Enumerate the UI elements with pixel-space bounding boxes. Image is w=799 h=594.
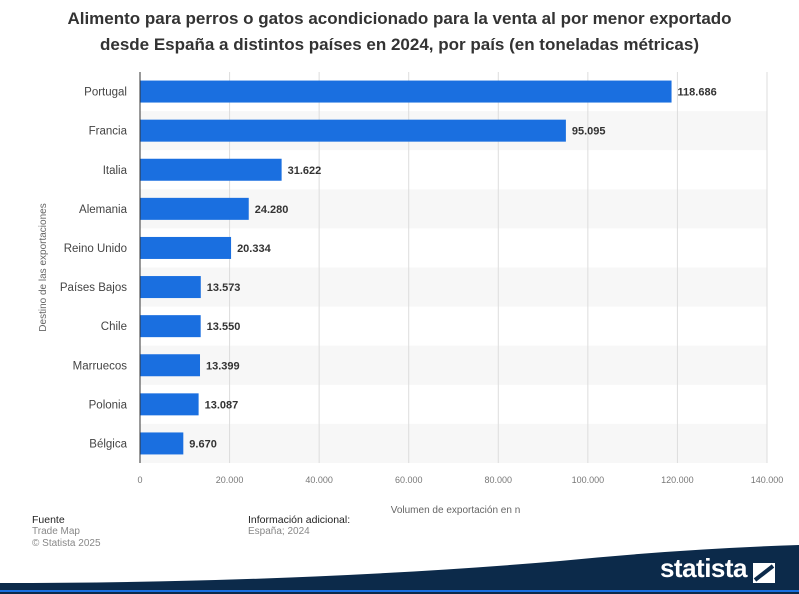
chart-title-line-1: Alimento para perros o gatos acondiciona… (67, 9, 732, 28)
bar (140, 276, 201, 299)
bar-value-label: 13.573 (207, 282, 241, 294)
y-category-label: Reino Unido (64, 243, 127, 255)
statista-logo-text: statista (659, 553, 748, 583)
bar (140, 315, 201, 338)
bar-value-label: 20.334 (237, 243, 272, 255)
info-line-1: España; 2024 (248, 526, 310, 537)
brand-band (0, 545, 799, 594)
bar (140, 432, 184, 455)
y-category-label: Bélgica (89, 438, 127, 450)
bar-value-label: 95.095 (572, 126, 606, 138)
source-line-2: © Statista 2025 (32, 538, 101, 549)
bar-value-label: 13.399 (206, 360, 240, 372)
y-category-label: Portugal (84, 87, 127, 99)
y-category-label: Marruecos (73, 360, 128, 372)
bar-value-label: 9.670 (189, 438, 217, 450)
y-category-label: Italia (103, 165, 128, 177)
y-category-label: Francia (89, 126, 128, 138)
bar-value-label: 31.622 (288, 165, 322, 177)
bar (140, 393, 199, 416)
bar (140, 354, 201, 377)
bar (140, 197, 249, 220)
bar (140, 236, 232, 259)
y-category-label: Polonia (89, 399, 128, 411)
x-tick-label: 20.000 (216, 475, 244, 485)
source-heading: Fuente (32, 514, 65, 526)
chart-title: Alimento para perros o gatos acondiciona… (20, 6, 779, 58)
x-tick-label: 0 (137, 475, 142, 485)
y-category-label: Chile (101, 321, 127, 333)
x-tick-label: 120.000 (661, 475, 694, 485)
statista-logo: statista (660, 553, 775, 584)
info-heading: Información adicional: (248, 514, 351, 526)
y-axis-label: Destino de las exportaciones (38, 203, 49, 331)
source-line-1: Trade Map (32, 526, 80, 537)
bar-value-label: 13.550 (207, 321, 241, 333)
info-block: Información adicional: España; 2024 (248, 514, 350, 538)
bar-chart: 118.686 Portugal 95.095 Francia 31.622 Italia… (38, 72, 784, 516)
row-band (140, 423, 767, 463)
y-category-label: Países Bajos (60, 282, 127, 294)
statista-logo-icon (753, 559, 775, 583)
x-axis-label: Volumen de exportación en n (391, 505, 521, 516)
row-band (140, 267, 767, 307)
row-band (140, 345, 767, 385)
bar (140, 158, 282, 181)
chart-title-line-2: desde España a distintos países en 2024,… (99, 35, 699, 54)
y-category-label: Alemania (79, 204, 128, 216)
x-tick-label: 40.000 (305, 475, 333, 485)
bar (140, 80, 672, 103)
x-tick-label: 80.000 (485, 475, 513, 485)
bar-value-label: 13.087 (205, 399, 239, 411)
source-block: Fuente Trade Map © Statista 2025 (32, 514, 101, 550)
x-tick-label: 60.000 (395, 475, 423, 485)
bar-value-label: 24.280 (255, 204, 289, 216)
x-tick-label: 140.000 (751, 475, 784, 485)
x-tick-label: 100.000 (572, 475, 605, 485)
bar-value-label: 118.686 (678, 87, 717, 99)
bar (140, 119, 566, 142)
